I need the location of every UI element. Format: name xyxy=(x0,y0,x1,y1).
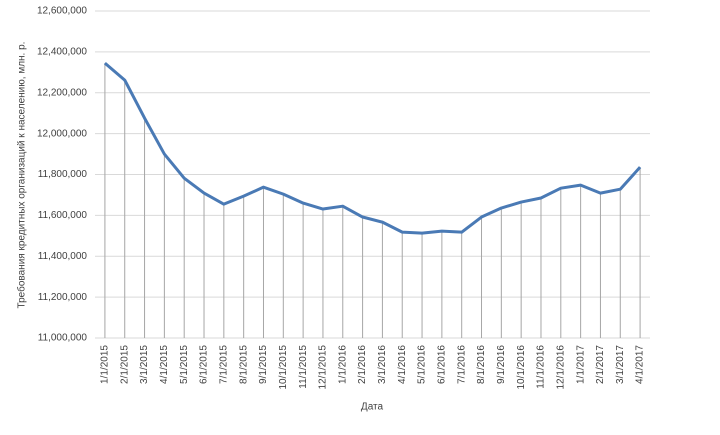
x-tick-label: 7/1/2015 xyxy=(218,345,229,384)
x-axis-title: Дата xyxy=(361,402,384,413)
x-tick-label: 4/1/2015 xyxy=(159,345,170,384)
line xyxy=(103,61,642,235)
x-tick-label: 4/1/2017 xyxy=(635,345,646,384)
y-tick-label: 11,600,000 xyxy=(38,210,88,221)
x-tick-label: 1/1/2016 xyxy=(337,345,348,384)
x-tick-label: 5/1/2016 xyxy=(417,345,428,384)
x-tick-label: 9/1/2016 xyxy=(496,345,507,384)
y-tick-label: 12,200,000 xyxy=(37,87,87,98)
y-tick-label: 11,200,000 xyxy=(38,292,88,303)
x-tick-label: 5/1/2015 xyxy=(179,345,190,384)
y-tick-label: 11,000,000 xyxy=(38,333,88,344)
x-tick-label: 1/1/2017 xyxy=(575,345,586,384)
x-tick-label: 8/1/2016 xyxy=(476,345,487,384)
x-tick-label: 3/1/2016 xyxy=(377,345,388,384)
x-tick-label: 9/1/2015 xyxy=(258,345,269,384)
y-tick-label: 12,600,000 xyxy=(37,6,87,17)
x-tick-label: 6/1/2016 xyxy=(437,345,448,384)
x-tick-label: 10/1/2015 xyxy=(278,345,289,390)
x-tick-label: 10/1/2016 xyxy=(516,345,527,390)
y-tick-label: 11,400,000 xyxy=(38,251,88,262)
x-tick-label: 1/1/2015 xyxy=(100,345,111,384)
x-tick-label: 12/1/2016 xyxy=(555,345,566,390)
x-tick-label: 7/1/2016 xyxy=(456,345,467,384)
x-tick-label: 11/1/2015 xyxy=(298,345,309,389)
x-tick-label: 8/1/2015 xyxy=(238,345,249,384)
x-tick-label: 2/1/2015 xyxy=(119,345,130,384)
x-tick-label: 3/1/2015 xyxy=(139,345,150,384)
x-tick-label: 2/1/2017 xyxy=(595,345,606,384)
x-tick-label: 2/1/2016 xyxy=(357,345,368,384)
x-tick-label: 3/1/2017 xyxy=(615,345,626,384)
x-tick-label: 12/1/2015 xyxy=(318,345,329,390)
y-tick-label: 12,000,000 xyxy=(37,128,87,139)
x-tick-label: 11/1/2016 xyxy=(536,345,547,389)
y-tick-label: 11,800,000 xyxy=(38,169,88,180)
x-tick-label: 6/1/2015 xyxy=(199,345,210,384)
y-axis-title: Требования кредитных организаций к насел… xyxy=(16,42,28,309)
x-tick-label: 4/1/2016 xyxy=(397,345,408,384)
y-tick-label: 12,400,000 xyxy=(37,47,87,58)
